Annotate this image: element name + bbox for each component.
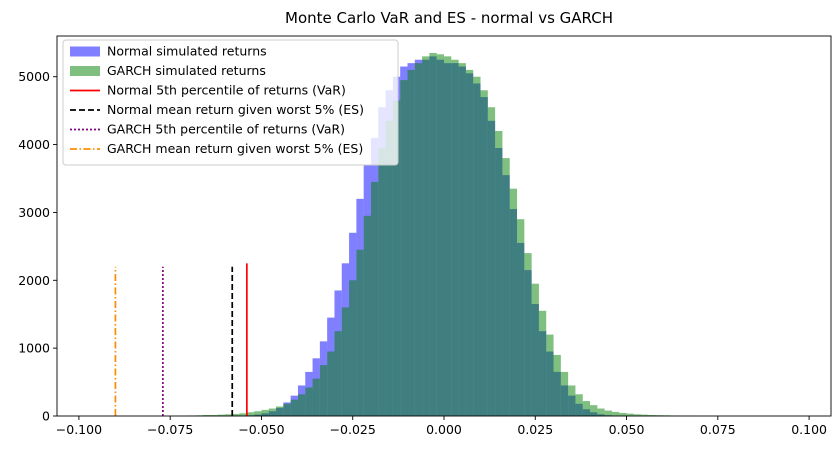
vlines-layer [115,263,246,416]
histogram-bar-garch [517,219,524,416]
histogram-bar-garch [561,372,568,416]
histogram-bar-garch [415,63,422,416]
legend-label: GARCH simulated returns [107,63,266,78]
legend-label: Normal 5th percentile of returns (VaR) [107,83,346,98]
legend-label: GARCH mean return given worst 5% (ES) [107,141,363,156]
x-tick-label: 0.050 [609,422,645,437]
histogram-bar-garch [334,331,341,416]
histogram-bar-garch [451,60,458,416]
histogram-bar-garch [320,365,327,416]
histogram-bar-garch [291,400,298,416]
histogram-bar-garch [575,394,582,416]
histogram-bar-garch [459,63,466,416]
x-tick-label: −0.075 [147,422,193,437]
histogram-bar-garch [422,56,429,416]
histogram-bar-garch [495,131,502,416]
histogram-bar-garch [407,70,414,416]
histogram-bar-garch [342,307,349,416]
histogram-bar-garch [488,107,495,416]
histogram-bar-garch [356,250,363,416]
y-tick-label: 5000 [18,69,50,84]
histogram-bar-garch [554,355,561,416]
histogram-bar-garch [254,411,261,416]
histogram-bar-garch [261,410,268,416]
y-tick-label: 1000 [18,341,50,356]
histogram-bar-garch [612,412,619,416]
histogram-bar-garch [568,385,575,416]
legend-swatch [70,47,100,57]
histogram-bar-garch [247,412,254,416]
x-tick-label: −0.025 [330,422,376,437]
x-tick-label: 0.075 [700,422,736,437]
histogram-bar-garch [298,394,305,416]
legend-label: GARCH 5th percentile of returns (VaR) [107,122,345,137]
histogram-bar-garch [466,70,473,416]
histogram-bar-garch [378,148,385,416]
histogram-bar-garch [276,407,283,417]
histogram-bar-garch [400,80,407,416]
histogram-bar-garch [327,352,334,416]
histogram-bar-garch [313,379,320,416]
histogram-bar-garch [619,413,626,416]
x-tick-label: −0.050 [238,422,284,437]
y-tick-label: 4000 [18,137,50,152]
legend-swatch [70,66,100,76]
histogram-bar-garch [283,404,290,416]
histogram-bar-garch [510,189,517,416]
histogram-bar-garch [444,56,451,416]
histogram-bar-garch [473,77,480,416]
histogram-bar-garch [502,158,509,416]
legend-label: Normal simulated returns [107,44,267,59]
histogram-bar-garch [590,405,597,416]
histogram-bar-garch [481,90,488,416]
histogram-bar-garch [605,411,612,416]
histogram-bar-garch [546,335,553,416]
x-tick-label: −0.100 [56,422,102,437]
histogram-bar-garch [597,409,604,416]
histogram-bar-garch [269,409,276,416]
y-tick-label: 2000 [18,273,50,288]
histogram-bar-garch [429,53,436,416]
y-tick-label: 3000 [18,205,50,220]
histogram-bar-garch [539,311,546,416]
y-tick-label: 0 [42,409,50,424]
histogram-bar-garch [371,182,378,416]
histogram-bar-garch [583,401,590,416]
histogram-bar-garch [305,388,312,417]
histogram-bar-garch [532,284,539,416]
histogram-bar-garch [349,280,356,416]
legend-label: Normal mean return given worst 5% (ES) [107,102,364,117]
x-tick-label: 0.025 [517,422,553,437]
chart-title: Monte Carlo VaR and ES - normal vs GARCH [285,9,613,27]
histogram-bar-garch [364,216,371,416]
x-tick-label: 0.100 [791,422,827,437]
histogram-bar-garch [524,253,531,416]
histogram-bar-garch [437,54,444,416]
legend: Normal simulated returns GARCH simulated … [63,40,398,165]
x-tick-label: 0.000 [426,422,462,437]
